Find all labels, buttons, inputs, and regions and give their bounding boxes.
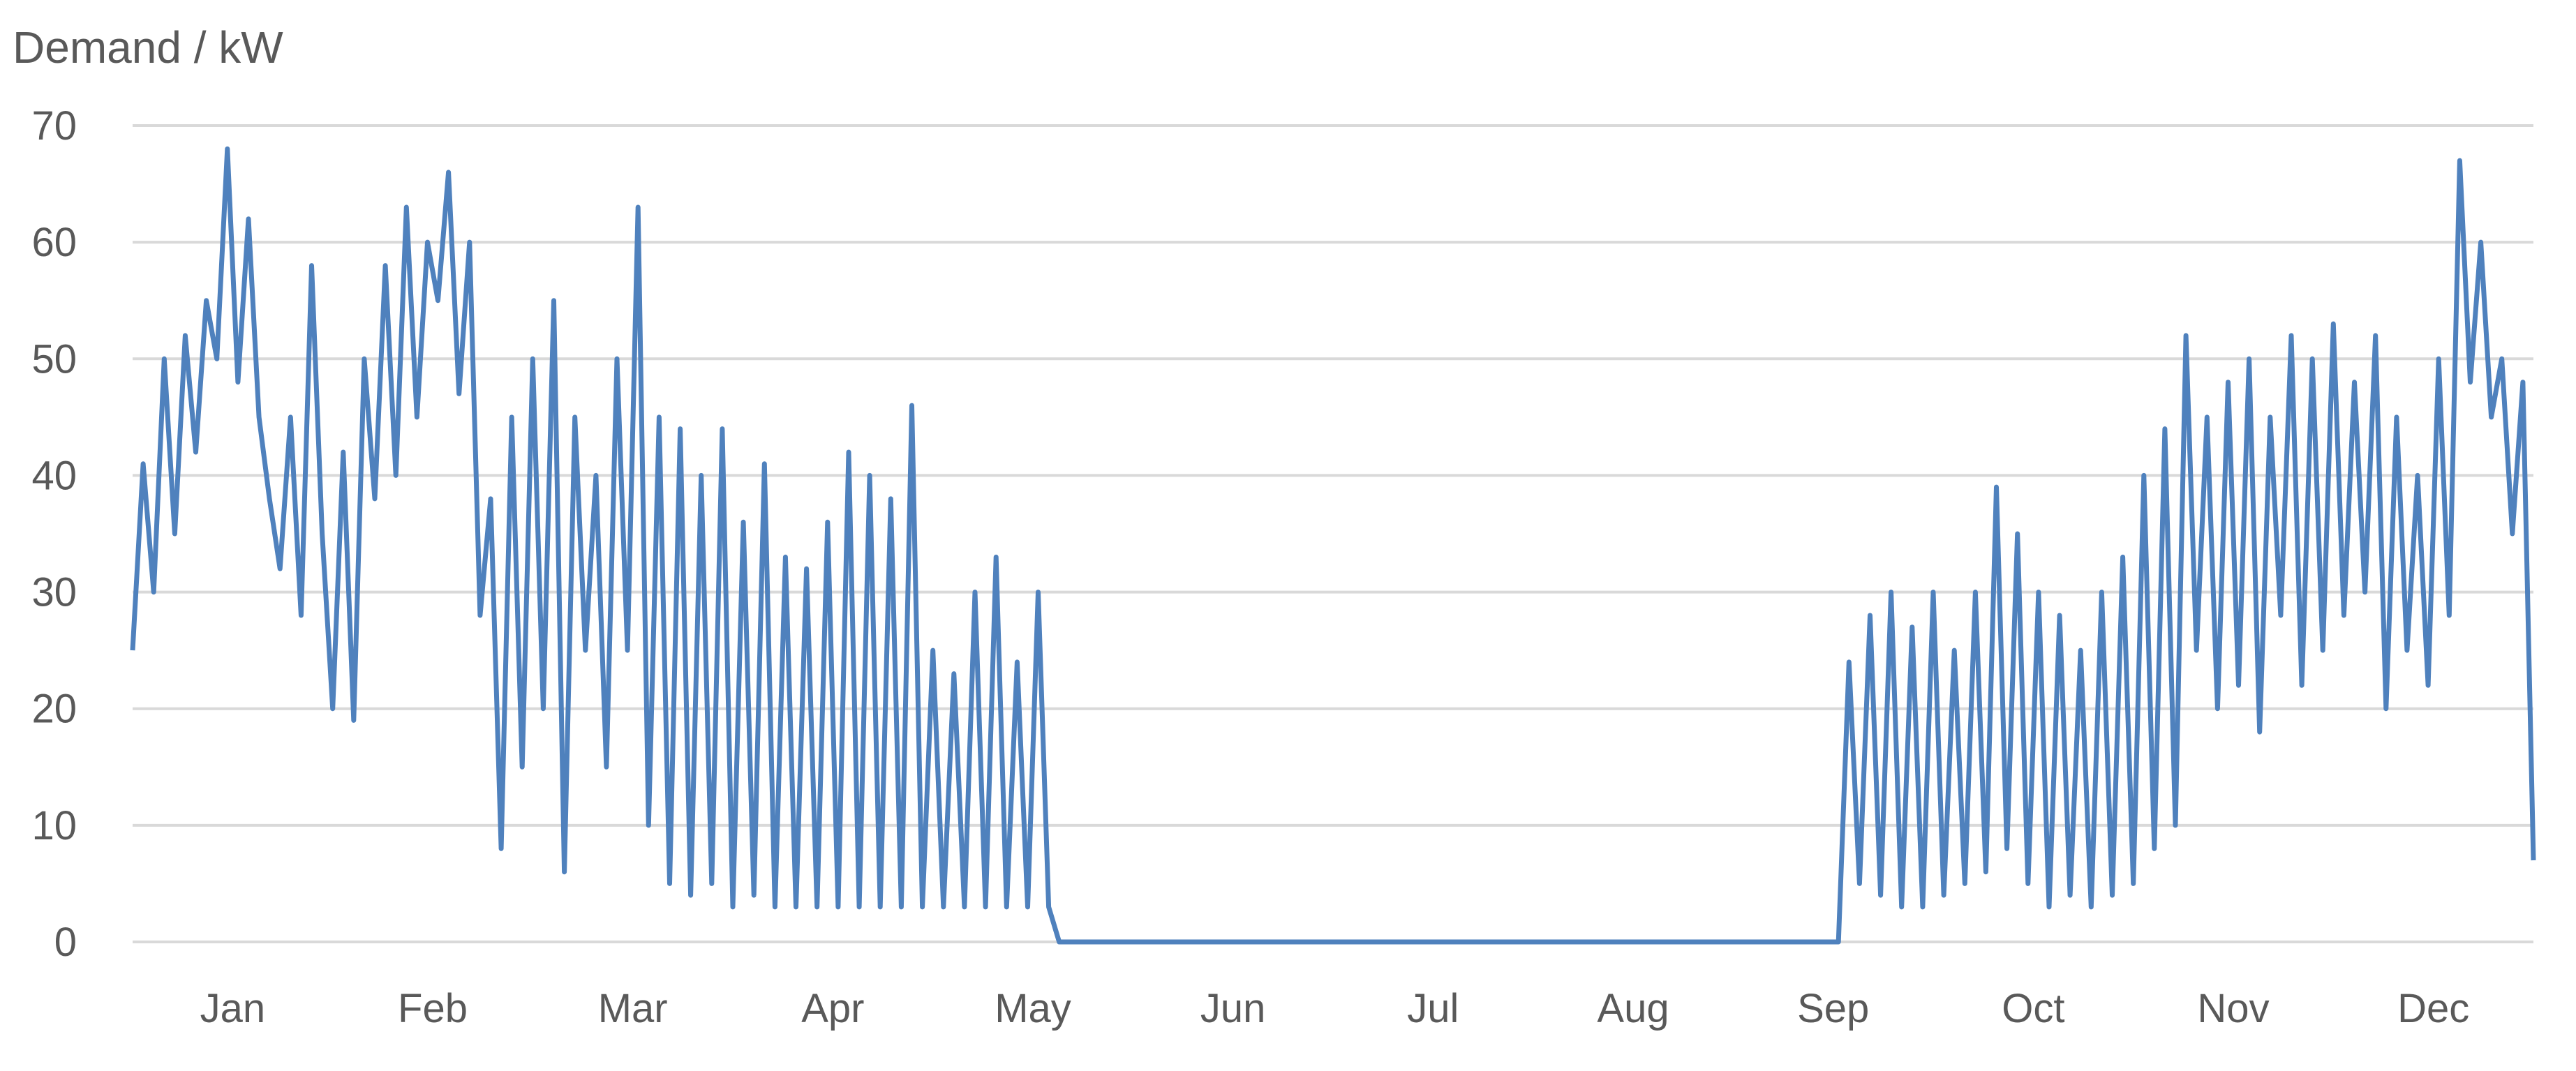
x-tick-label: Sep (1797, 986, 1869, 1031)
x-tick-label: May (995, 986, 1071, 1031)
y-tick-label: 0 (54, 920, 77, 965)
x-tick-label: Jan (200, 986, 266, 1031)
x-tick-label: Mar (598, 986, 668, 1031)
y-tick-labels: 0 10 20 30 40 50 60 70 (31, 103, 77, 965)
x-tick-label: Oct (2002, 986, 2064, 1031)
y-tick-label: 70 (31, 103, 77, 149)
x-tick-label: Nov (2197, 986, 2269, 1031)
x-tick-label: Jul (1407, 986, 1459, 1031)
x-tick-label: Dec (2397, 986, 2469, 1031)
y-tick-label: 20 (31, 687, 77, 732)
demand-series-line (130, 146, 2536, 945)
x-tick-label: Jun (1200, 986, 1266, 1031)
x-tick-labels: Jan Feb Mar Apr May Jun Jul Aug Sep Oct Nov Dec (200, 986, 2470, 1031)
x-tick-label: Feb (398, 986, 468, 1031)
y-tick-label: 40 (31, 453, 77, 498)
y-tick-label: 50 (31, 336, 77, 382)
x-tick-label: Apr (801, 986, 864, 1031)
y-tick-label: 10 (31, 803, 77, 848)
y-axis-title: Demand / kW (13, 22, 283, 73)
y-tick-label: 30 (31, 570, 77, 615)
x-tick-label: Aug (1597, 986, 1669, 1031)
y-tick-label: 60 (31, 220, 77, 265)
